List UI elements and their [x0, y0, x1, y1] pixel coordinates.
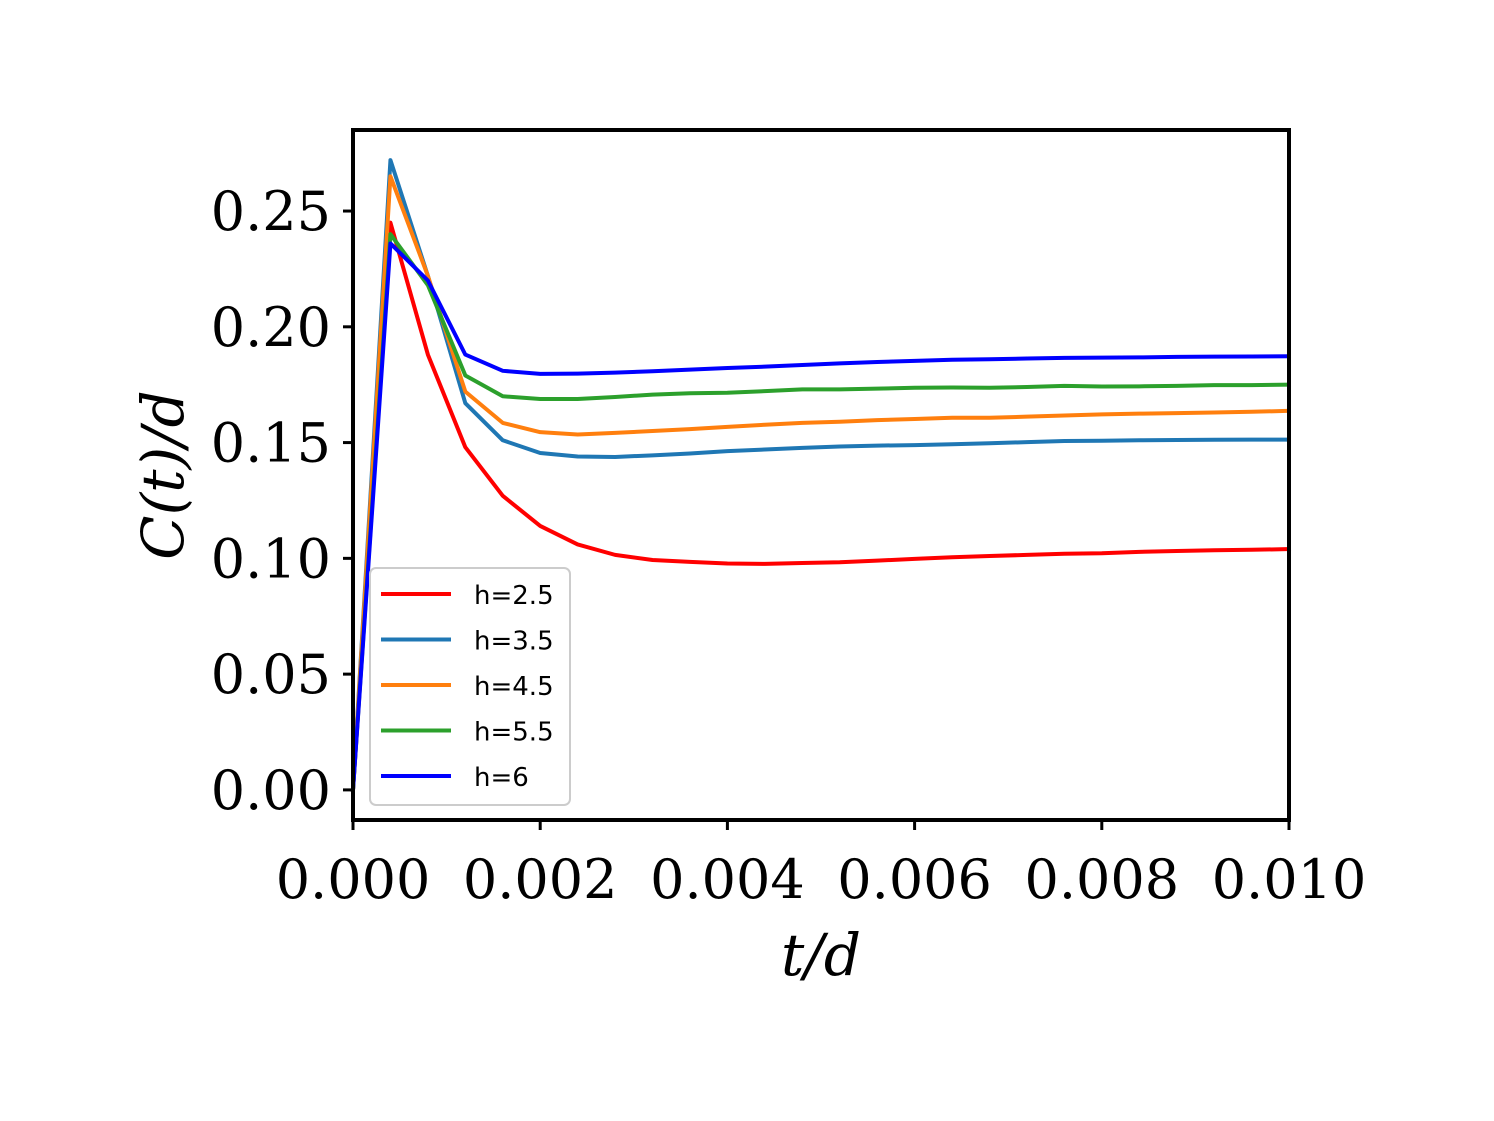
legend-label: h=3.5 [474, 627, 554, 657]
series-line-1 [350, 220, 1292, 793]
x-tick-label: 0.010 [1212, 848, 1367, 911]
series-line-3 [350, 174, 1292, 793]
plot-frame [351, 128, 1291, 822]
legend: h=2.5 h=3.5 h=4.5 h=5.5 h=6 [369, 567, 571, 806]
x-tick-label: 0.006 [837, 848, 992, 911]
plot-border [351, 128, 1291, 822]
x-tick-label: 0.000 [276, 848, 431, 911]
x-tick-label: 0.008 [1025, 848, 1180, 911]
series-layer [350, 158, 1292, 793]
y-tick-label: 0.10 [211, 527, 331, 590]
series-line-2 [350, 158, 1291, 793]
y-tick-label: 0.00 [211, 759, 331, 822]
legend-box [369, 567, 571, 806]
series-line-5 [350, 241, 1292, 793]
x-tick-label: 0.004 [650, 848, 805, 911]
y-tick-label: 0.15 [211, 412, 331, 475]
legend-label: h=2.5 [474, 581, 554, 611]
y-tick-label: 0.25 [211, 180, 331, 243]
x-tick-label: 0.002 [463, 848, 618, 911]
y-tick-label: 0.05 [211, 643, 331, 706]
legend-label: h=6 [474, 763, 529, 793]
y-tick-label: 0.20 [211, 296, 331, 359]
legend-label: h=4.5 [474, 672, 554, 702]
series-line-4 [350, 232, 1292, 793]
x-axis-label: t/d [781, 921, 861, 989]
legend-label: h=5.5 [474, 718, 554, 748]
axis-ticks: 0.000 0.002 0.004 0.006 0.008 0.010 0.00 0.05 0.… [211, 180, 1367, 911]
axis-labels: t/d C(t)/d [129, 390, 861, 989]
y-axis-label: C(t)/d [129, 390, 197, 560]
